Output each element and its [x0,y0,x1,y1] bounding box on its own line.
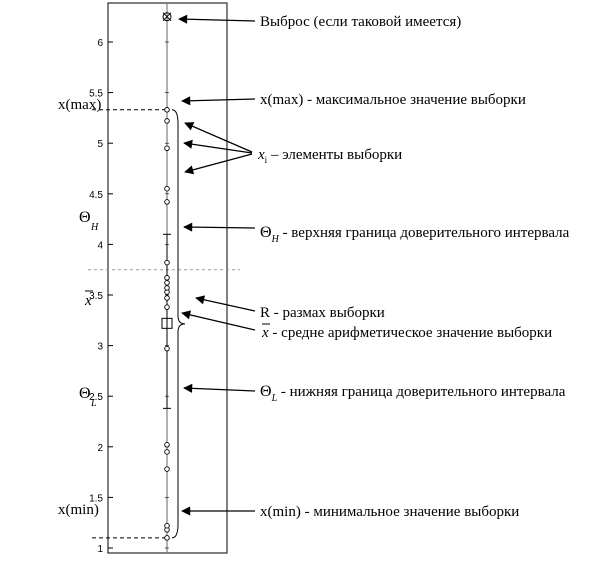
sample-points [164,107,170,541]
annotation-theta-l-text: - нижняя граница доверительного интервал… [277,384,566,400]
annotation-theta-l-sub: L [271,393,278,404]
xbar-left-label: x [84,290,93,309]
theta-h-left-label: Θ H [79,209,99,233]
arrow-elements-3 [184,153,253,175]
y-tick-label: 3.5 [89,291,103,302]
theta-l-left-sub: L [90,398,97,409]
y-tick-label: 5 [97,139,103,150]
outlier-cross-b [162,12,172,22]
sample-point [164,285,170,291]
annotation-mean-text: - средне арифметическое значение выборки [269,325,552,341]
sample-point [164,466,170,472]
annotation-arrows [178,14,256,516]
annotation-mean: x - средне арифметическое значение выбор… [261,323,552,341]
annotation-theta-l: ΘL - нижняя граница доверительного интер… [260,383,566,404]
xbar-left-x: x [84,293,92,309]
arrow-xmax [181,96,256,106]
annotation-range: R - размах выборки [260,305,385,321]
sample-point [164,442,170,448]
theta-h-left-sub: H [90,222,99,233]
sample-point [164,522,170,529]
sample-point [164,295,170,301]
xmax-left-label: x(max) [58,97,101,113]
sample-point [164,199,170,205]
y-tick-label: 1.5 [89,493,103,504]
range-brace [171,109,186,539]
sample-point [164,345,170,352]
theta-l-left-symbol: Θ [79,385,91,402]
arrow-elements-1 [184,122,253,153]
sample-point [164,304,170,310]
annotation-elements-sub: i [265,155,268,165]
y-tick-label: 5.5 [89,89,103,100]
xmin-left-label: x(min) [58,502,99,518]
outlier-circle [162,12,172,22]
sample-point [164,107,170,113]
y-tick-label: 2.5 [89,392,103,403]
annotation-elements-text: – элементы выборки [267,147,402,163]
arrow-theta-l [183,383,256,393]
annotation-mean-label: x - средне арифметическое значение выбор… [261,325,552,341]
annotation-outlier: Выброс (если таковой имеется) [260,14,461,30]
annotation-theta-h-sub: H [271,234,280,245]
annotation-theta-l-symbol: Θ [260,383,272,400]
y-tick-label: 2 [97,443,103,454]
y-tick-label: 3 [97,342,103,353]
annotation-mean-var: x [261,325,269,341]
annotation-theta-h: ΘH - верхняя граница доверительного инте… [260,224,570,245]
arrow-mean [181,310,256,331]
annotation-theta-h-symbol: Θ [260,224,272,241]
annotation-elements-var: x [257,147,265,163]
arrow-outlier [178,14,256,24]
arrow-range [195,295,256,312]
y-tick-label: 1 [97,544,103,555]
arrow-elements-2 [183,139,253,154]
y-axis: 1 1.5 2 2.5 3 3.5 4 4.5 5 5.5 6 [89,38,113,555]
sample-point [164,259,170,266]
y-tick-label: 4.5 [89,190,103,201]
sample-point [164,280,170,286]
sample-point [164,145,170,152]
arrow-theta-h [183,222,256,232]
sample-point [164,118,170,124]
sample-point [164,449,170,455]
theta-h-left-symbol: Θ [79,209,91,226]
annotation-xmin: x(min) - минимальное значение выборки [260,504,519,520]
theta-l-left-label: Θ L [79,385,97,409]
y-tick-label: 4 [97,240,103,251]
y-tick-label: 6 [97,38,103,49]
mean-marker [161,317,173,329]
sample-point [164,185,170,192]
annotation-elements: xi – элементы выборки [257,147,402,165]
outlier-marker [162,12,172,22]
sample-point [164,275,170,281]
plot-frame [107,2,228,554]
annotation-xmax: x(max) - максимальное значение выборки [260,92,526,108]
annotation-theta-h-text: - верхняя граница доверительного интерва… [279,225,570,241]
sample-point [164,535,170,541]
